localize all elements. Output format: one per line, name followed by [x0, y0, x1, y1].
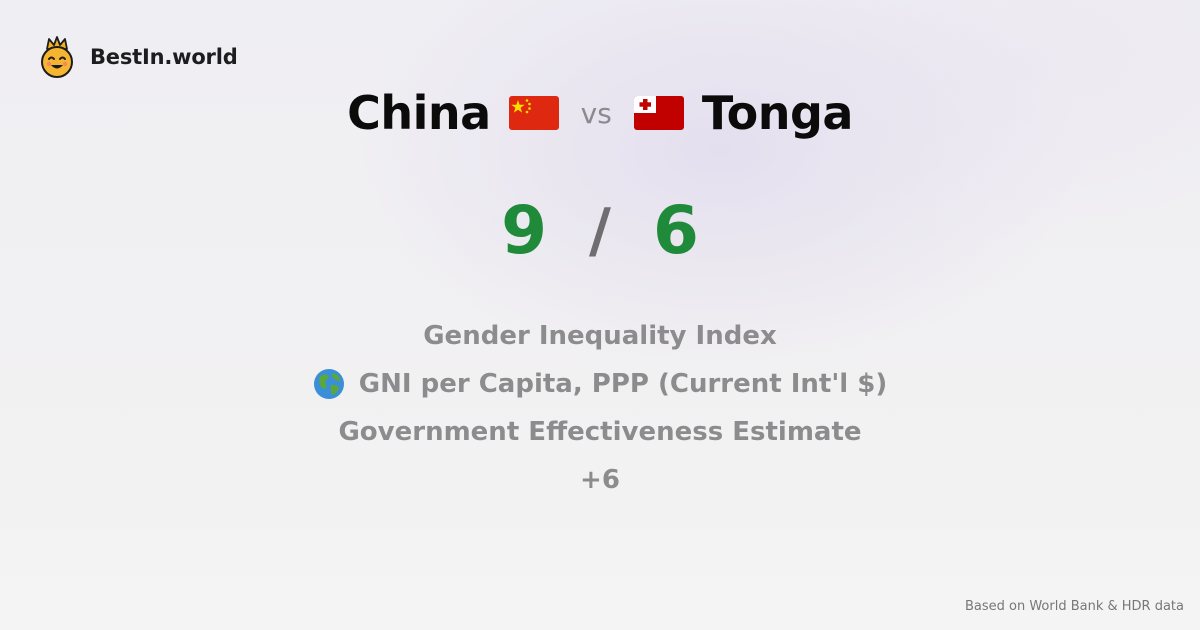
metric-label: GNI per Capita, PPP (Current Int'l $)	[358, 369, 888, 399]
more-metrics-count: +6	[580, 456, 620, 504]
globe-icon	[313, 368, 345, 400]
tonga-flag-icon	[633, 96, 684, 130]
right-score: 6	[652, 192, 699, 269]
metric-label: Government Effectiveness Estimate	[338, 417, 862, 447]
metric-label: Gender Inequality Index	[423, 321, 777, 351]
metric-item: GNI per Capita, PPP (Current Int'l $)	[313, 360, 887, 408]
metric-item: Gender Inequality Index	[423, 312, 777, 360]
data-source-note: Based on World Bank & HDR data	[964, 599, 1184, 614]
metric-label: +6	[580, 465, 620, 495]
brand-name: BestIn.world	[90, 45, 238, 69]
vs-label: vs	[580, 96, 612, 130]
brand[interactable]: BestIn.world	[38, 36, 238, 78]
right-country-name: Tonga	[701, 86, 854, 140]
metric-item: Government Effectiveness Estimate	[338, 408, 861, 456]
score-separator: /	[589, 195, 611, 266]
score-row: 9 / 6	[0, 192, 1200, 269]
comparison-title: China vs Tonga	[0, 86, 1200, 140]
crowned-smiley-icon	[38, 36, 76, 78]
left-country-name: China	[347, 86, 491, 140]
metrics-list: Gender Inequality Index GNI per Capita, …	[0, 312, 1200, 504]
left-score: 9	[501, 192, 548, 269]
china-flag-icon	[508, 96, 559, 130]
